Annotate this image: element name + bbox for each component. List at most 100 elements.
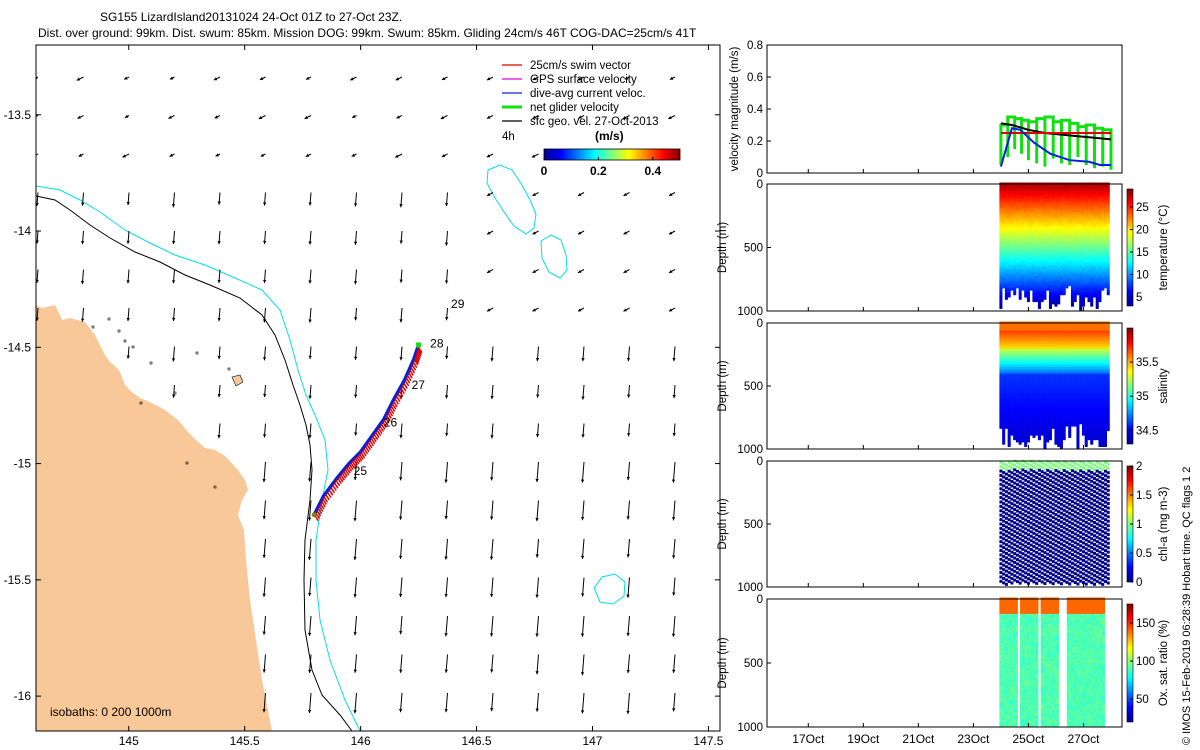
data-point xyxy=(1007,191,1011,195)
data-point xyxy=(1018,341,1022,345)
data-point xyxy=(1010,407,1014,411)
data-point xyxy=(1103,253,1107,257)
sfc-geo-arrow-head xyxy=(489,556,494,560)
data-point xyxy=(1051,223,1055,227)
data-point xyxy=(1037,189,1041,193)
data-point xyxy=(1065,273,1069,277)
data-point xyxy=(1032,389,1036,393)
map-panel: 145 145.5 146 146.5 147 147.5-13.5-14-14.5-15… xyxy=(4,44,724,748)
data-point xyxy=(999,419,1003,423)
data-point xyxy=(1026,355,1030,359)
data-point xyxy=(1007,326,1011,330)
data-point xyxy=(1037,196,1041,200)
data-point xyxy=(999,228,1003,232)
data-point xyxy=(1032,189,1036,193)
data-point xyxy=(1002,344,1006,348)
data-point xyxy=(1103,198,1107,202)
sfc-geo-arrow xyxy=(490,615,494,637)
data-point xyxy=(1059,276,1063,280)
data-point xyxy=(1002,330,1006,334)
data-point xyxy=(1021,335,1025,339)
data-point xyxy=(1002,198,1006,202)
data-point xyxy=(1054,241,1058,245)
sfc-geo-arrow xyxy=(309,654,312,673)
data-point xyxy=(1087,289,1091,293)
data-point xyxy=(1073,237,1077,241)
data-point xyxy=(1090,285,1094,289)
data-point xyxy=(1026,207,1030,211)
data-point xyxy=(1021,378,1025,382)
data-point xyxy=(1062,287,1066,291)
data-point xyxy=(1043,223,1047,227)
data-point xyxy=(1026,262,1030,266)
data-point xyxy=(1007,491,1011,495)
data-point xyxy=(1070,235,1074,239)
data-point xyxy=(1068,193,1072,197)
data-point xyxy=(1015,203,1019,207)
colorbar-tick-label: 20 xyxy=(1136,225,1149,237)
data-point xyxy=(1021,203,1025,207)
data-point xyxy=(1048,301,1052,305)
data-point xyxy=(1059,219,1063,223)
data-point xyxy=(1007,579,1011,583)
data-point xyxy=(1004,339,1008,343)
sfc-geo-arrow xyxy=(354,577,357,598)
data-point xyxy=(999,271,1003,275)
sfc-geo-arrow-head xyxy=(308,395,312,399)
data-point xyxy=(1007,341,1011,345)
sfc-geo-arrow-head xyxy=(308,435,312,439)
data-point xyxy=(1065,228,1069,232)
data-point xyxy=(1007,549,1011,553)
data-point xyxy=(1040,267,1044,271)
data-point xyxy=(1002,471,1006,475)
data-point xyxy=(1015,332,1019,336)
data-point xyxy=(1070,212,1074,216)
data-point xyxy=(1029,350,1033,354)
sfc-geo-arrow-head xyxy=(124,76,128,80)
data-point xyxy=(1092,184,1096,188)
data-point xyxy=(1043,251,1047,255)
data-point xyxy=(1010,471,1014,475)
data-point xyxy=(1040,289,1044,293)
data-point xyxy=(1090,225,1094,229)
data-point xyxy=(1032,366,1036,370)
data-point xyxy=(1087,248,1091,252)
data-point xyxy=(999,305,1003,309)
data-point xyxy=(999,380,1003,384)
sfc-geo-arrow-head xyxy=(126,240,130,244)
data-point xyxy=(1081,214,1085,218)
sfc-geo-arrow-head xyxy=(308,202,312,206)
data-point xyxy=(1106,221,1110,225)
data-point xyxy=(999,478,1003,482)
data-point xyxy=(1098,239,1102,243)
data-point xyxy=(1035,278,1039,282)
sfc-geo-arrow-head xyxy=(444,516,448,520)
data-point xyxy=(999,221,1003,225)
data-point xyxy=(1101,209,1105,213)
data-point xyxy=(1015,375,1019,379)
data-point xyxy=(1032,337,1036,341)
data-point xyxy=(1040,237,1044,241)
data-point xyxy=(1032,196,1036,200)
swim-vector xyxy=(328,488,334,496)
data-point xyxy=(1090,273,1094,277)
data-point xyxy=(1048,292,1052,296)
data-point xyxy=(1024,260,1028,264)
data-point xyxy=(1013,538,1017,542)
sfc-geo-arrow-head xyxy=(399,204,403,208)
data-point xyxy=(1062,198,1066,202)
data-point xyxy=(1013,332,1017,336)
data-point xyxy=(1007,287,1011,291)
data-point xyxy=(1076,283,1080,287)
data-point xyxy=(1007,375,1011,379)
data-point xyxy=(1081,235,1085,239)
reef-2 xyxy=(540,234,568,279)
data-point xyxy=(1013,357,1017,361)
data-point xyxy=(1090,255,1094,259)
data-point xyxy=(1095,264,1099,268)
data-point xyxy=(1002,576,1006,580)
data-point xyxy=(1018,348,1022,352)
data-point xyxy=(1087,246,1091,250)
data-point xyxy=(1002,214,1006,218)
data-point xyxy=(1029,382,1033,386)
